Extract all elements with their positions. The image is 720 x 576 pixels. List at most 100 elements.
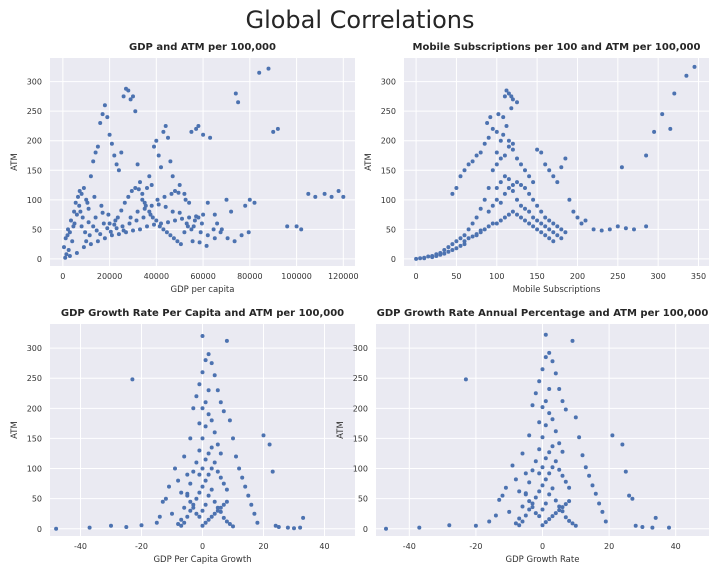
data-point [509,94,514,99]
data-point [523,513,528,518]
data-point [510,189,515,193]
data-point [540,507,545,512]
data-point [527,191,532,196]
chart-title: GDP Growth Rate Annual Percentage and AT… [377,308,709,319]
data-point [560,399,565,404]
plot-area [50,58,355,266]
figure-title: Global Correlations [245,6,475,34]
data-point [209,445,214,450]
data-point [88,242,93,247]
data-point [200,523,205,528]
data-point [597,501,602,506]
data-point [79,191,84,196]
data-point [299,227,304,232]
data-point [527,499,532,504]
data-point [112,222,117,227]
data-point [209,361,214,366]
data-point [559,227,564,232]
data-point [490,203,495,208]
data-point [185,491,190,496]
data-point [93,215,98,220]
data-point [197,421,202,426]
data-point [573,415,578,420]
data-point [510,147,515,152]
data-point [148,212,153,217]
data-point [74,251,79,255]
data-point [462,168,467,173]
data-point [200,370,205,375]
x-tick-label: 60000 [190,272,215,281]
data-point [510,183,515,187]
data-point [510,209,515,214]
data-point [87,525,92,530]
data-point [543,501,548,506]
data-point [203,478,208,483]
data-point [623,469,628,474]
data-point [261,433,266,438]
data-point [138,180,142,185]
data-point [168,233,173,238]
data-point [112,153,117,158]
data-point [143,203,148,208]
data-point [224,487,229,492]
data-point [540,465,545,470]
data-point [540,483,545,488]
data-point [593,491,598,496]
data-point [466,236,471,241]
data-point [551,230,556,235]
y-tick-label: 300 [27,344,42,353]
data-point [185,224,190,229]
data-point [543,477,548,482]
data-point [215,388,220,393]
data-point [156,202,161,207]
data-point [209,514,214,519]
data-point [485,121,490,125]
y-tick-label: 300 [27,78,42,87]
y-axis-label: ATM [336,421,346,439]
data-point [478,150,483,155]
data-point [67,230,72,235]
data-point [154,520,159,525]
data-point [520,451,525,456]
data-point [203,358,208,363]
data-point [523,186,527,190]
data-point [571,209,576,214]
data-point [533,391,538,396]
data-point [627,493,632,498]
data-point [101,221,106,226]
data-point [517,489,522,494]
data-point [142,206,147,211]
data-point [131,228,135,233]
data-point [203,400,208,405]
data-point [105,115,110,120]
y-tick-label: 0 [37,525,42,534]
data-point [494,129,499,134]
data-point [185,514,190,519]
data-point [109,141,114,146]
data-point [233,91,238,96]
data-point [543,215,548,220]
data-point [234,454,238,459]
data-point [501,132,506,137]
data-point [543,332,548,337]
y-tick-label: 200 [381,137,396,146]
data-point [203,502,208,507]
data-point [249,502,254,507]
data-point [191,469,196,474]
data-point [119,208,124,213]
x-tick-label: 40 [671,542,681,551]
data-point [506,177,511,182]
x-tick-label: 0 [414,272,419,281]
y-tick-label: 250 [353,374,368,383]
data-point [119,150,124,155]
data-point [215,442,220,447]
data-point [458,243,463,248]
data-point [430,255,435,260]
x-tick-label: 40000 [144,272,169,281]
data-point [239,233,244,238]
data-point [200,334,205,338]
data-point [523,218,527,223]
data-point [547,227,552,232]
data-point [672,91,677,96]
data-point [156,153,161,158]
